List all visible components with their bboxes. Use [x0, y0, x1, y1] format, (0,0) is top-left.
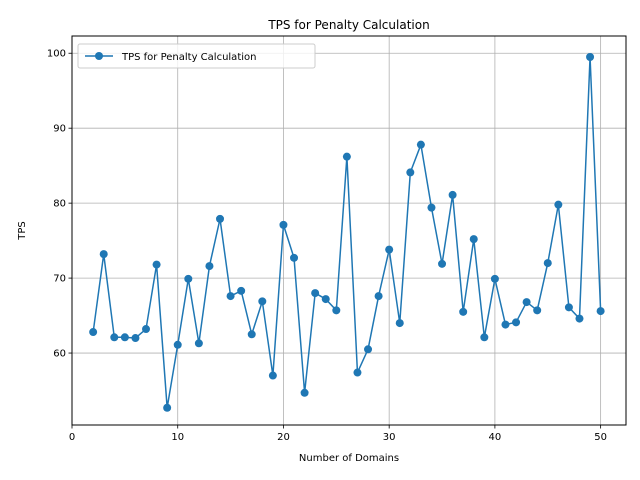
- data-point: [247, 330, 256, 339]
- data-point: [395, 319, 404, 328]
- data-point: [279, 220, 288, 229]
- data-point: [226, 292, 235, 301]
- data-point: [120, 333, 129, 342]
- data-point: [501, 320, 510, 329]
- data-point: [321, 295, 330, 304]
- data-point: [184, 274, 193, 283]
- data-point: [586, 52, 595, 61]
- plot-frame: [71, 35, 627, 426]
- data-point: [89, 328, 98, 337]
- legend-entry: TPS for Penalty Calculation: [121, 52, 256, 63]
- data-point: [163, 403, 172, 412]
- data-point: [152, 260, 161, 269]
- data-point: [480, 333, 489, 342]
- data-point: [512, 318, 521, 327]
- data-point: [448, 190, 457, 199]
- x-tick-label: 30: [383, 432, 396, 443]
- data-point: [438, 259, 447, 268]
- data-point: [142, 325, 151, 334]
- x-tick-label: 10: [171, 432, 184, 443]
- data-point: [332, 306, 341, 315]
- data-point: [311, 289, 320, 298]
- y-tick-label: 60: [53, 349, 66, 360]
- data-point: [300, 388, 309, 397]
- data-point: [131, 334, 140, 343]
- data-point: [385, 245, 394, 254]
- data-point: [490, 274, 499, 283]
- y-axis-label: TPS: [17, 221, 28, 241]
- legend-box: [77, 43, 316, 69]
- data-point: [342, 152, 351, 161]
- legend-marker-swatch: [95, 52, 103, 60]
- data-point: [554, 200, 563, 209]
- y-tick-label: 80: [53, 199, 66, 210]
- legend: TPS for Penalty Calculation: [77, 43, 316, 69]
- data-point: [258, 297, 267, 306]
- data-point: [469, 235, 478, 244]
- data-point: [522, 298, 531, 307]
- x-tick-label: 40: [489, 432, 502, 443]
- data-point: [427, 203, 436, 212]
- y-axis: 60 70 80 90 100: [47, 49, 72, 360]
- data-point: [564, 303, 573, 312]
- data-point: [416, 140, 425, 149]
- data-point: [194, 339, 203, 348]
- data-point: [533, 306, 542, 315]
- data-point: [173, 340, 182, 349]
- y-tick-label: 100: [47, 49, 66, 60]
- data-point: [290, 253, 299, 262]
- data-point: [575, 314, 584, 323]
- data-point: [99, 250, 108, 259]
- data-point: [459, 307, 468, 316]
- y-tick-label: 90: [53, 124, 66, 135]
- series-layer: [89, 52, 605, 412]
- data-point: [110, 333, 119, 342]
- y-tick-label: 70: [53, 274, 66, 285]
- data-point: [353, 368, 362, 377]
- data-point: [237, 286, 246, 295]
- data-point: [596, 307, 605, 316]
- data-point: [406, 168, 415, 177]
- x-tick-label: 50: [594, 432, 607, 443]
- x-axis: 0 10 20 30 40 50: [69, 425, 607, 443]
- data-point: [216, 214, 225, 223]
- data-point: [364, 345, 373, 354]
- x-tick-label: 20: [277, 432, 290, 443]
- x-axis-label: Number of Domains: [299, 453, 399, 464]
- data-point: [374, 292, 383, 301]
- x-tick-label: 0: [69, 432, 75, 443]
- data-point: [205, 262, 214, 271]
- data-point: [543, 259, 552, 268]
- data-point: [268, 371, 277, 380]
- chart-title: TPS for Penalty Calculation: [267, 18, 429, 32]
